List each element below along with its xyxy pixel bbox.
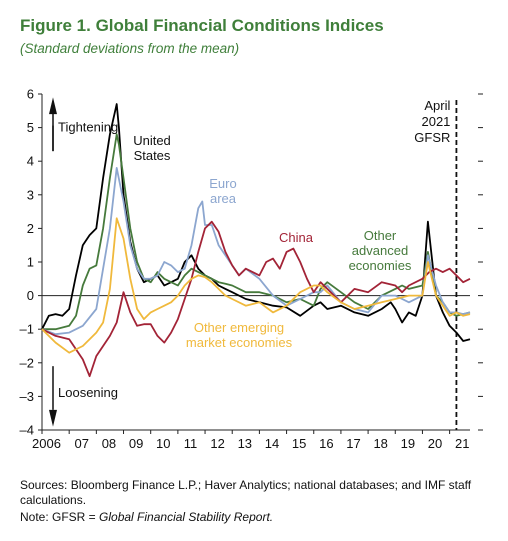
x-tick-label: 08	[102, 436, 116, 451]
y-tick-label: 2	[27, 221, 34, 236]
series-line-china	[41, 220, 471, 378]
x-tick-label: 16	[319, 436, 333, 451]
x-tick-label: 21	[455, 436, 469, 451]
y-tick-label: 5	[27, 120, 34, 135]
x-tick-label: 15	[292, 436, 306, 451]
tightening-arrow-head	[49, 97, 57, 115]
x-tick-label: 18	[373, 436, 387, 451]
loosening-arrow-head	[49, 409, 57, 427]
series-label: States	[134, 148, 171, 163]
x-tick-label: 17	[346, 436, 360, 451]
loosening-label: Loosening	[58, 385, 118, 400]
x-tick-label: 20	[428, 436, 442, 451]
x-tick-label: 10	[156, 436, 170, 451]
x-tick-label: 11	[184, 436, 198, 451]
y-tick-label: 6	[27, 87, 34, 102]
gfsr-note: Note: GFSR = Global Financial Stability …	[20, 510, 273, 524]
series-label: economies	[349, 258, 412, 273]
chart-series-lines	[41, 103, 471, 378]
y-tick-label: 0	[27, 288, 34, 303]
gfsr-label-line: April	[424, 98, 450, 113]
series-label: United	[133, 133, 171, 148]
sources-note: Sources: Bloomberg Finance L.P.; Haver A…	[20, 478, 472, 507]
series-line-other-emerging-market-economies	[41, 217, 471, 354]
y-tick-label: –2	[20, 355, 34, 370]
series-label: advanced	[352, 243, 408, 258]
x-tick-label: 07	[75, 436, 89, 451]
series-label: market economies	[186, 335, 293, 350]
gfsr-label-line: GFSR	[414, 130, 450, 145]
y-tick-label: 4	[27, 154, 34, 169]
note-italic: Global Financial Stability Report.	[99, 510, 274, 524]
x-tick-label: 09	[129, 436, 143, 451]
series-label: China	[279, 230, 314, 245]
x-tick-label: 19	[401, 436, 415, 451]
y-tick-label: 3	[27, 187, 34, 202]
figure-subtitle: (Standard deviations from the mean)	[20, 41, 240, 56]
gfsr-label-line: 2021	[421, 114, 450, 129]
figure-title: Figure 1. Global Financial Conditions In…	[20, 16, 384, 35]
x-tick-label: 13	[238, 436, 252, 451]
y-tick-label: –4	[20, 423, 34, 438]
series-label: Other emerging	[194, 320, 284, 335]
x-tick-label: 12	[210, 436, 224, 451]
y-tick-label: –3	[20, 389, 34, 404]
series-label: Other	[364, 228, 397, 243]
x-tick-label: 2006	[32, 436, 61, 451]
series-label: area	[210, 191, 237, 206]
y-tick-label: –1	[20, 322, 34, 337]
tightening-label: Tightening	[58, 120, 118, 135]
series-label: Euro	[209, 176, 236, 191]
series-line-united-states	[41, 103, 471, 342]
series-line-euro-area	[41, 167, 471, 336]
y-tick-label: 1	[27, 255, 34, 270]
x-tick-label: 14	[265, 436, 279, 451]
note-prefix: Note: GFSR =	[20, 510, 100, 524]
